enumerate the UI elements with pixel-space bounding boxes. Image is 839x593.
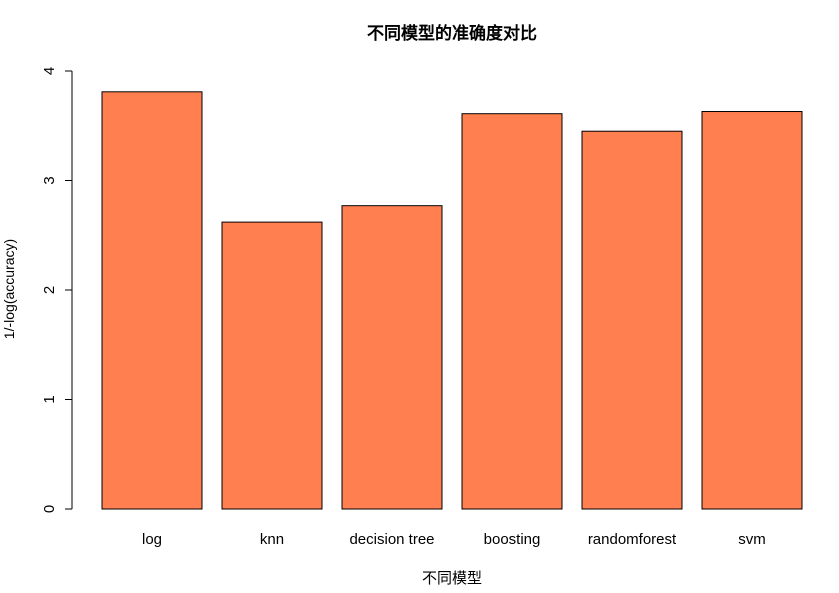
bar-randomforest (581, 130, 683, 510)
y-ticks: 0 1 2 3 4 (41, 67, 72, 513)
bar-log (101, 91, 203, 510)
y-tick-label: 4 (41, 67, 58, 75)
y-axis-label: 1/-log(accuracy) (1, 239, 17, 339)
bar-decision-tree (341, 205, 443, 510)
y-tick-label: 2 (41, 286, 58, 294)
y-tick-label: 1 (41, 395, 58, 403)
x-tick-label: svm (738, 531, 766, 548)
chart-title: 不同模型的准确度对比 (367, 23, 537, 44)
y-tick-label: 0 (41, 505, 58, 513)
x-tick-label: boosting (484, 531, 541, 548)
category-labels: log knn decision tree boosting randomforest s… (142, 531, 766, 548)
x-axis-label: 不同模型 (422, 570, 482, 587)
bar-svm (701, 111, 803, 510)
bars (101, 91, 803, 510)
y-tick-label: 3 (41, 176, 58, 184)
y-axis: 0 1 2 3 4 (41, 67, 73, 513)
x-tick-label: decision tree (349, 531, 434, 548)
x-tick-label: randomforest (588, 531, 677, 548)
x-tick-label: log (142, 531, 162, 548)
bar-knn (221, 221, 323, 510)
bar-boosting (461, 113, 563, 510)
x-tick-label: knn (260, 531, 284, 548)
